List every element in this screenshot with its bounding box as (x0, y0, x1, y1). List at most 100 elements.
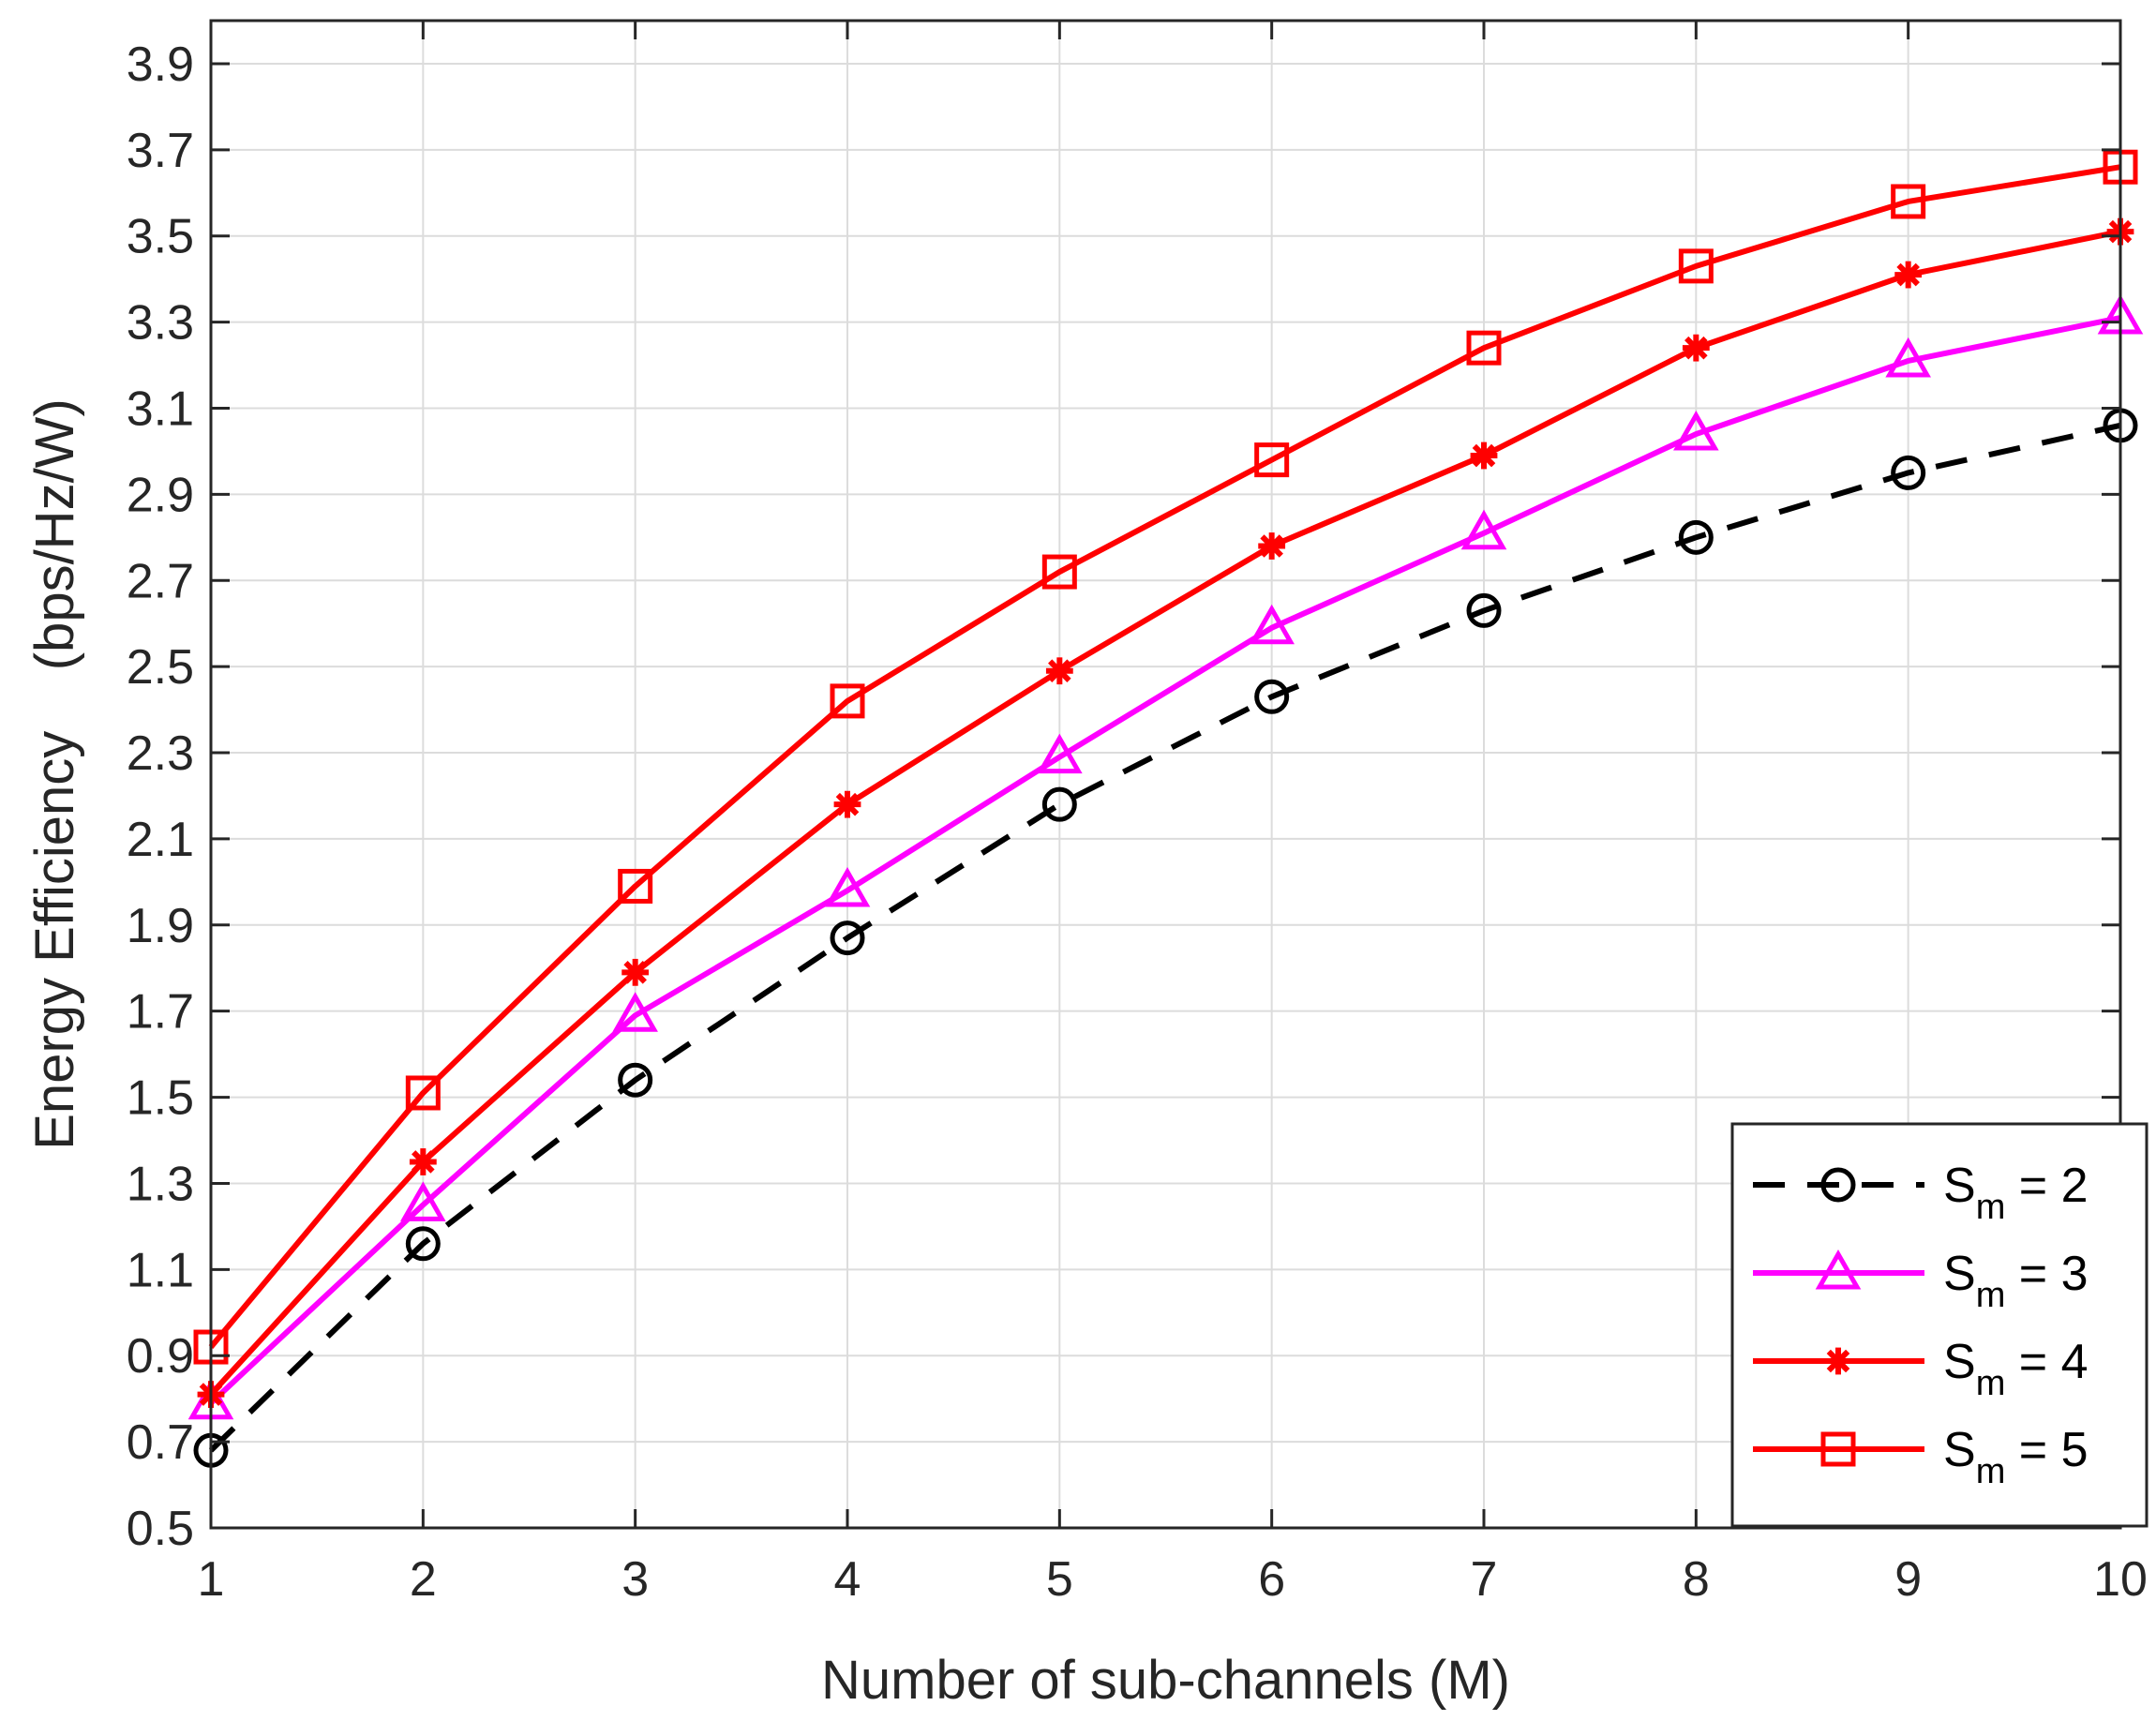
x-tick-label: 6 (1258, 1552, 1285, 1607)
series-line (208, 422, 2121, 1453)
data-point (1037, 733, 1083, 774)
asterisk-stroke (623, 961, 647, 984)
y-tick-label: 2.5 (127, 640, 194, 695)
asterisk-stroke (1826, 1349, 1850, 1373)
data-point (824, 867, 871, 907)
data-point (1885, 337, 1931, 378)
x-tick-label: 4 (834, 1552, 861, 1607)
x-tick-label: 10 (2093, 1552, 2148, 1607)
data-point (1045, 657, 1073, 685)
x-tick-label: 9 (1894, 1552, 1922, 1607)
series-4 (193, 149, 2138, 1365)
data-point (830, 683, 865, 719)
series-line (208, 164, 2121, 1349)
data-point (830, 920, 865, 956)
asterisk-stroke (412, 1150, 435, 1174)
y-tick-label: 0.9 (127, 1329, 194, 1384)
y-tick-label: 0.5 (127, 1502, 194, 1556)
x-tick-label: 1 (198, 1552, 225, 1607)
asterisk-stroke (1472, 443, 1496, 468)
y-tick-label: 2.9 (127, 468, 194, 522)
legend-entry: Sm = 5 (1753, 1423, 2089, 1491)
data-point (405, 1075, 441, 1111)
legend-label: Sm = 3 (1943, 1247, 2089, 1315)
x-axis-label: Number of sub-channels (M) (821, 1650, 1510, 1711)
grid (210, 21, 2121, 1529)
legend-label-main: S (1943, 1159, 1976, 1213)
asterisk-stroke (1684, 336, 1708, 360)
asterisk-stroke (1896, 262, 1920, 287)
y-tick-label: 2.3 (127, 726, 194, 781)
data-point (612, 992, 658, 1032)
x-tick-label: 7 (1471, 1552, 1498, 1607)
data-point (1470, 441, 1498, 470)
series-line (208, 229, 2121, 1397)
data-point (1891, 184, 1926, 219)
y-tick-label: 1.7 (127, 985, 194, 1040)
asterisk-stroke (1048, 659, 1071, 683)
series-2 (187, 293, 2144, 1420)
legend-label: Sm = 4 (1943, 1335, 2089, 1403)
legend-label-value: = 4 (2005, 1335, 2088, 1389)
y-tick-label: 3.1 (127, 382, 194, 436)
legend-entry: Sm = 3 (1753, 1247, 2089, 1315)
y-tick-label: 3.5 (127, 210, 194, 264)
data-point (1673, 411, 1719, 451)
y-tick-label: 3.7 (127, 124, 194, 178)
axes-box (209, 19, 2122, 1530)
y-tick-label: 1.5 (127, 1071, 194, 1126)
legend-label-sub: m (1976, 1188, 2006, 1227)
x-tick-label: 8 (1683, 1552, 1710, 1607)
data-point (1041, 786, 1077, 822)
data-point (621, 958, 650, 986)
data-point (1460, 509, 1507, 550)
legend-box (1730, 1122, 2149, 1528)
y-tick-label: 1.1 (127, 1243, 194, 1297)
data-point (405, 1226, 441, 1262)
x-tick-labels: 1 2 3 4 5 6 7 8 9 10 (198, 1552, 2148, 1607)
data-point (1894, 261, 1923, 289)
series-3 (197, 217, 2134, 1408)
series-line (208, 315, 2121, 1405)
legend-marker (1815, 1249, 1862, 1290)
x-tick-label: 5 (1046, 1552, 1073, 1607)
data-point (1466, 592, 1502, 628)
legend-label-main: S (1943, 1423, 1976, 1477)
x-tick-label: 3 (621, 1552, 649, 1607)
legend-label: Sm = 2 (1943, 1159, 2089, 1227)
legend-marker (1824, 1347, 1852, 1375)
y-axis-label: Energy Efficiency (bps/Hz/W) (24, 398, 85, 1150)
data-point (1254, 442, 1290, 478)
asterisk-stroke (835, 792, 860, 816)
data-point (1249, 604, 1295, 645)
data-point (400, 1181, 446, 1221)
data-point (618, 1062, 653, 1098)
legend-label-sub: m (1976, 1364, 2006, 1403)
legend: Sm = 2Sm = 3Sm = 4Sm = 5 (1730, 1122, 2149, 1528)
asterisk-stroke (1260, 534, 1283, 558)
legend-label-value: = 2 (2005, 1159, 2088, 1213)
legend-label-value: = 5 (2005, 1423, 2088, 1477)
legend-label-main: S (1943, 1335, 1976, 1389)
data-point (1254, 679, 1290, 714)
x-tick-label: 2 (410, 1552, 437, 1607)
legend-marker (1820, 1431, 1856, 1467)
data-point (1678, 519, 1714, 555)
data-point (409, 1148, 437, 1175)
legend-label-main: S (1943, 1247, 1976, 1301)
legend-entry: Sm = 4 (1753, 1335, 2089, 1403)
y-tick-label: 1.9 (127, 899, 194, 953)
y-tick-label: 3.3 (127, 296, 194, 351)
legend-label-value: = 3 (2005, 1247, 2088, 1301)
legend-label: Sm = 5 (1943, 1423, 2089, 1491)
data-point (1466, 330, 1502, 366)
data-point (1678, 248, 1714, 284)
legend-label-sub: m (1976, 1452, 2006, 1491)
data-point (618, 868, 653, 904)
data-point (1258, 532, 1286, 560)
y-tick-labels: 0.5 0.7 0.9 1.1 1.3 1.5 1.7 1.9 2.1 2.3 2.5 2.7 2.9 3… (127, 37, 194, 1556)
data-point (1682, 334, 1710, 362)
legend-label-sub: m (1976, 1276, 2006, 1315)
data-point (833, 790, 861, 818)
